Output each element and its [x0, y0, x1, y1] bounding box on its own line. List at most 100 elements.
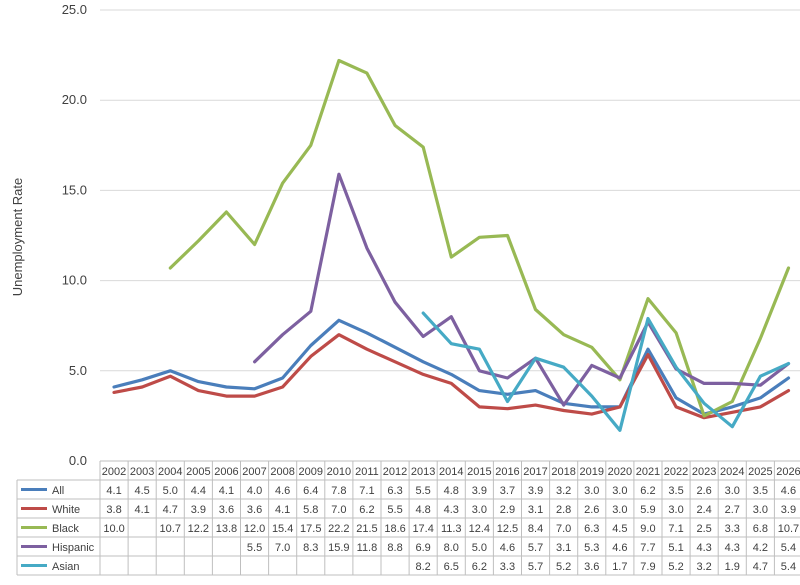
x-tick-label: 2019: [580, 466, 604, 478]
data-label: 6.2: [640, 485, 655, 497]
data-label: 12.0: [244, 523, 265, 535]
data-label: 4.6: [612, 542, 627, 554]
data-label: 3.2: [697, 561, 712, 573]
data-label: 2.6: [584, 504, 599, 516]
legend-entry: Black: [52, 523, 79, 535]
data-label: 4.6: [781, 485, 796, 497]
x-tick-label: 2012: [383, 466, 407, 478]
data-label: 7.7: [640, 542, 655, 554]
data-label: 10.7: [160, 523, 181, 535]
x-tick-label: 2025: [748, 466, 772, 478]
data-label: 3.3: [500, 561, 515, 573]
data-label: 4.0: [247, 485, 262, 497]
series-line-hispanic: [253, 172, 791, 407]
data-label: 17.5: [300, 523, 321, 535]
y-axis-ticks: 0.0 5.0 10.0 15.0 20.0 25.0: [62, 2, 87, 468]
y-tick-label: 15.0: [62, 182, 87, 197]
data-label: 6.2: [472, 561, 487, 573]
x-tick-label: 2017: [523, 466, 547, 478]
data-label: 2.6: [697, 485, 712, 497]
y-tick-label: 5.0: [69, 363, 87, 378]
data-label: 6.5: [444, 561, 459, 573]
gridlines: [100, 9, 800, 372]
y-tick-label: 20.0: [62, 92, 87, 107]
series-line-asian: [421, 311, 791, 432]
data-label: 5.1: [668, 542, 683, 554]
x-tick-label: 2023: [692, 466, 716, 478]
data-label: 7.0: [331, 504, 346, 516]
data-label: 2.9: [500, 504, 515, 516]
series-line-white: [112, 333, 791, 420]
data-label: 3.6: [247, 504, 262, 516]
data-label: 3.0: [612, 504, 627, 516]
y-tick-label: 10.0: [62, 273, 87, 288]
data-label: 8.0: [444, 542, 459, 554]
x-tick-label: 2015: [467, 466, 491, 478]
data-label: 4.1: [106, 485, 121, 497]
data-label: 4.5: [135, 485, 150, 497]
data-label: 3.0: [612, 485, 627, 497]
data-label: 5.4: [781, 561, 796, 573]
data-label: 4.3: [697, 542, 712, 554]
x-tick-label: 2004: [158, 466, 182, 478]
data-label: 3.6: [219, 504, 234, 516]
data-label: 3.9: [472, 485, 487, 497]
data-label: 2.5: [697, 523, 712, 535]
data-label: 4.8: [444, 485, 459, 497]
data-label: 4.2: [753, 542, 768, 554]
data-label: 15.4: [272, 523, 293, 535]
data-label: 5.7: [528, 561, 543, 573]
data-label: 3.7: [500, 485, 515, 497]
x-tick-label: 2010: [327, 466, 351, 478]
x-tick-label: 2013: [411, 466, 435, 478]
data-label: 6.3: [387, 485, 402, 497]
legend-entry: White: [52, 504, 80, 516]
data-label: 6.9: [416, 542, 431, 554]
legend-entry: Asian: [52, 561, 80, 573]
data-label: 2.4: [697, 504, 712, 516]
legend-entry: Hispanic: [52, 542, 95, 554]
data-label: 3.5: [668, 485, 683, 497]
x-tick-label: 2008: [270, 466, 294, 478]
data-label: 12.5: [497, 523, 518, 535]
data-label: 7.9: [640, 561, 655, 573]
data-label: 12.4: [469, 523, 490, 535]
x-tick-label: 2016: [495, 466, 519, 478]
data-label: 8.3: [303, 542, 318, 554]
data-label: 7.1: [668, 523, 683, 535]
data-label: 4.8: [416, 504, 431, 516]
data-table: 2002 2003 2004 2005 2006 2007 2008 2009 2010 2011…: [16, 460, 800, 576]
legend-entry: All: [52, 485, 64, 497]
data-label: 4.1: [135, 504, 150, 516]
data-label: 7.0: [556, 523, 571, 535]
data-label: 6.3: [584, 523, 599, 535]
series-line-all: [112, 318, 791, 416]
y-axis-label: Unemployment Rate: [10, 178, 25, 297]
data-label: 4.5: [612, 523, 627, 535]
data-label: 5.0: [163, 485, 178, 497]
x-tick-label: 2002: [102, 466, 126, 478]
x-tick-label: 2014: [439, 466, 463, 478]
x-tick-label: 2024: [720, 466, 744, 478]
data-label: 3.6: [584, 561, 599, 573]
data-label: 18.6: [384, 523, 405, 535]
data-label: 3.8: [106, 504, 121, 516]
x-tick-label: 2005: [186, 466, 210, 478]
data-label: 5.4: [781, 542, 796, 554]
data-label: 13.8: [216, 523, 237, 535]
data-label: 5.2: [668, 561, 683, 573]
x-tick-label: 2021: [636, 466, 660, 478]
data-label: 5.5: [387, 504, 402, 516]
data-label: 8.2: [416, 561, 431, 573]
data-label: 8.4: [528, 523, 543, 535]
data-label: 15.9: [328, 542, 349, 554]
x-tick-label: 2018: [551, 466, 575, 478]
series-line-black: [168, 58, 791, 418]
data-label: 7.8: [331, 485, 346, 497]
data-label: 1.9: [725, 561, 740, 573]
data-label: 3.0: [472, 504, 487, 516]
data-label: 3.0: [668, 504, 683, 516]
data-label: 17.4: [412, 523, 433, 535]
data-label: 3.9: [781, 504, 796, 516]
